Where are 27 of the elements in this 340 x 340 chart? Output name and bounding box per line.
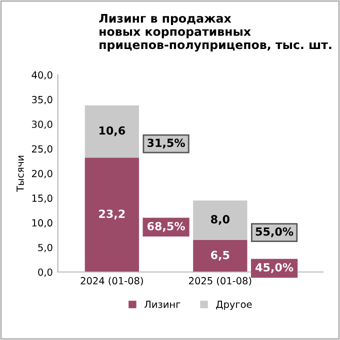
y-tick-label: 40,0 (32, 71, 52, 80)
legend-label: Другое (216, 300, 252, 310)
y-tick-label: 10,0 (32, 219, 52, 228)
y-tick-label: 20,0 (32, 170, 52, 178)
y-tick-label: 25,0 (32, 145, 52, 154)
y-tick-label: 30,0 (32, 120, 52, 129)
data-label: 23,2 (99, 210, 125, 220)
chart-title: Лизинг в продажах новых корпоративных прицепов-полуприцепов, тыс. шт. (99, 14, 332, 52)
annotation: 31,5% (148, 138, 185, 148)
y-tick-label: 35,0 (32, 96, 52, 104)
y-tick-label: 0,0 (38, 268, 52, 277)
data-label: 8,0 (211, 215, 230, 225)
data-label: 6,5 (211, 250, 230, 261)
y-tick-label: 5,0 (38, 244, 52, 252)
bar (193, 240, 248, 272)
annotation: 45,0% (256, 263, 294, 273)
x-tick-label: 2025 (01-08) (189, 276, 252, 286)
x-tick-label: 2024 (01-08) (80, 276, 143, 286)
bar (84, 105, 139, 158)
legend-label: Лизинг (144, 300, 180, 308)
data-label: 10,6 (99, 126, 126, 136)
annotation: 68,5% (147, 222, 185, 232)
y-axis-title: Тысячи (16, 156, 24, 192)
y-tick-label: 15,0 (32, 194, 52, 203)
bar (84, 158, 139, 272)
bar (193, 200, 248, 240)
annotation: 55,0% (256, 227, 294, 238)
